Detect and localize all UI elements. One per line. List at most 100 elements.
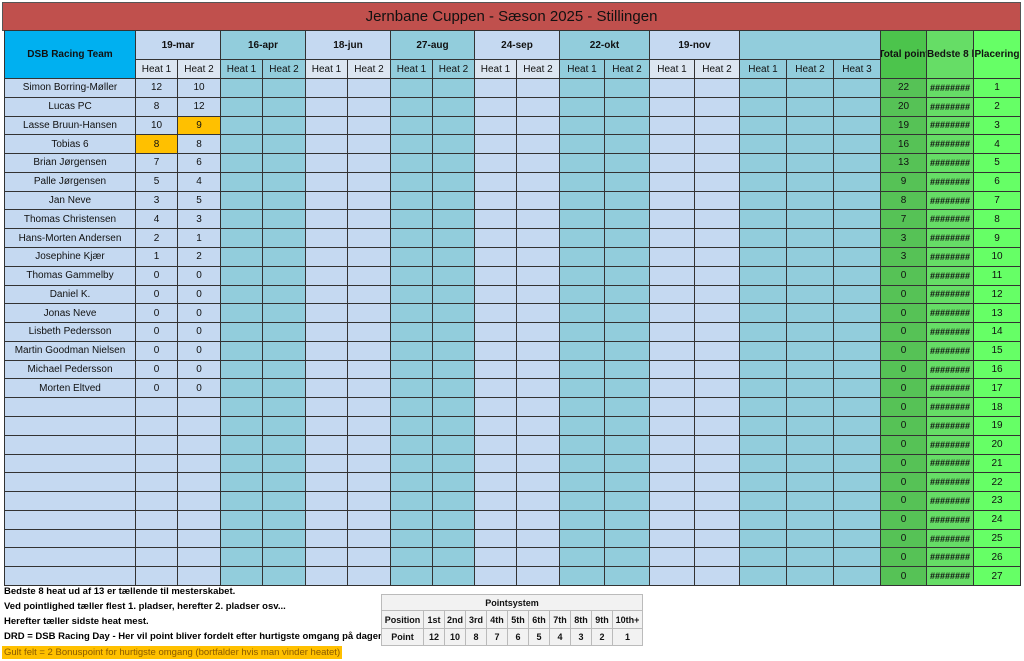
heat-points bbox=[786, 78, 834, 98]
placement: 22 bbox=[973, 472, 1021, 493]
heat-points bbox=[649, 303, 695, 324]
heat-points bbox=[786, 153, 834, 173]
heat-points bbox=[649, 247, 695, 267]
heat-points bbox=[432, 359, 475, 380]
heat-points bbox=[432, 78, 475, 98]
heat-points bbox=[559, 134, 605, 155]
heat-points bbox=[474, 509, 517, 530]
heat-points bbox=[220, 284, 263, 305]
heat-points bbox=[786, 491, 834, 511]
heat-points bbox=[739, 303, 787, 324]
total-header: Total point bbox=[880, 30, 927, 79]
team-name: Thomas Gammelby bbox=[4, 265, 136, 286]
heat-points bbox=[694, 209, 740, 230]
placement: 3 bbox=[973, 115, 1021, 136]
heat-points bbox=[262, 397, 306, 417]
best-points: ######## bbox=[926, 547, 974, 568]
heat-points bbox=[347, 416, 391, 436]
heat-points bbox=[305, 171, 348, 192]
heat-points bbox=[432, 303, 475, 324]
heat-points: 1 bbox=[177, 228, 221, 248]
heat-points bbox=[559, 284, 605, 305]
heat-points bbox=[262, 96, 306, 117]
heat-points bbox=[474, 78, 517, 98]
heat-points bbox=[347, 228, 391, 248]
heat-points bbox=[559, 153, 605, 173]
point-value: 6 bbox=[507, 628, 529, 646]
heat-points bbox=[262, 209, 306, 230]
heat-points bbox=[474, 303, 517, 324]
heat-points: 0 bbox=[177, 340, 221, 361]
heat-points bbox=[220, 209, 263, 230]
heat-points bbox=[347, 397, 391, 417]
heat-points bbox=[833, 491, 881, 511]
placement: 7 bbox=[973, 190, 1021, 211]
heat-points bbox=[604, 566, 650, 586]
heat-points bbox=[262, 322, 306, 342]
heat-points bbox=[739, 322, 787, 342]
heat-points bbox=[432, 491, 475, 511]
heat-points: 5 bbox=[177, 190, 221, 211]
heat-points bbox=[833, 397, 881, 417]
heat-points bbox=[604, 416, 650, 436]
heat-points bbox=[694, 322, 740, 342]
heat-points bbox=[833, 322, 881, 342]
heat-points bbox=[432, 547, 475, 568]
heat-header: Heat 1 bbox=[390, 59, 433, 79]
point-value: 3 bbox=[570, 628, 592, 646]
heat-points bbox=[649, 134, 695, 155]
heat-points: 2 bbox=[177, 247, 221, 267]
heat-points bbox=[177, 528, 221, 549]
heat-points bbox=[649, 96, 695, 117]
heat-points bbox=[694, 303, 740, 324]
team-name: Lisbeth Pedersson bbox=[4, 322, 136, 342]
heat-header: Heat 1 bbox=[305, 59, 348, 79]
pointsystem-title: Pointsystem bbox=[381, 594, 643, 611]
heat-points bbox=[347, 509, 391, 530]
heat-points bbox=[833, 547, 881, 568]
heat-points bbox=[739, 491, 787, 511]
heat-points bbox=[177, 509, 221, 530]
best-points: ######## bbox=[926, 115, 974, 136]
heat-points bbox=[833, 472, 881, 493]
heat-points bbox=[220, 472, 263, 493]
heat-points bbox=[649, 322, 695, 342]
heat-points bbox=[604, 265, 650, 286]
heat-points: 10 bbox=[177, 78, 221, 98]
heat-points bbox=[559, 378, 605, 399]
heat-points bbox=[347, 153, 391, 173]
heat-points bbox=[559, 96, 605, 117]
team-name: Brian Jørgensen bbox=[4, 153, 136, 173]
placement: 9 bbox=[973, 228, 1021, 248]
heat-points bbox=[305, 134, 348, 155]
heat-points bbox=[786, 566, 834, 586]
heat-points bbox=[786, 228, 834, 248]
heat-points bbox=[739, 284, 787, 305]
team-name: Palle Jørgensen bbox=[4, 171, 136, 192]
heat-points bbox=[305, 265, 348, 286]
heat-points bbox=[649, 228, 695, 248]
heat-points bbox=[559, 322, 605, 342]
placement: 13 bbox=[973, 303, 1021, 324]
heat-points bbox=[305, 153, 348, 173]
best-points: ######## bbox=[926, 96, 974, 117]
total-points: 0 bbox=[880, 416, 927, 436]
heat-points bbox=[604, 547, 650, 568]
heat-points bbox=[786, 340, 834, 361]
heat-points bbox=[604, 78, 650, 98]
note: Herefter tæller sidste heat mest. bbox=[4, 616, 149, 627]
total-points: 0 bbox=[880, 547, 927, 568]
heat-points bbox=[262, 228, 306, 248]
heat-points bbox=[559, 190, 605, 211]
heat-header: Heat 2 bbox=[432, 59, 475, 79]
heat-points bbox=[432, 434, 475, 455]
heat-points bbox=[516, 209, 560, 230]
heat-points bbox=[262, 434, 306, 455]
heat-points bbox=[559, 416, 605, 436]
placement: 16 bbox=[973, 359, 1021, 380]
heat-points bbox=[305, 322, 348, 342]
heat-points bbox=[516, 434, 560, 455]
heat-points bbox=[833, 566, 881, 586]
heat-points bbox=[604, 322, 650, 342]
heat-points bbox=[220, 303, 263, 324]
